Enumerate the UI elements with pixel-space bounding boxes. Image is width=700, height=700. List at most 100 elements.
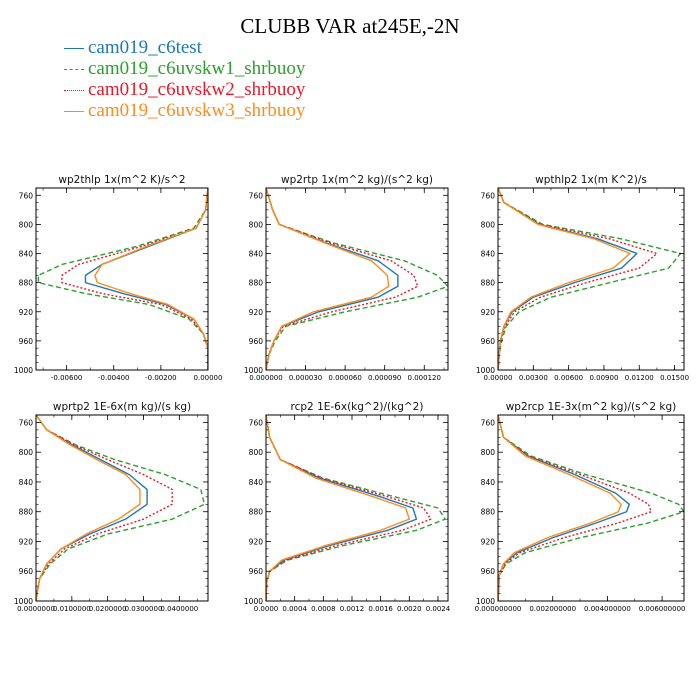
ytick-label: 920	[481, 308, 496, 317]
subplot-title: wp2thlp 1x(m^2 K)/s^2	[58, 174, 185, 186]
xtick-label: 0.000090	[368, 374, 401, 382]
plot-frame	[265, 187, 449, 371]
xtick-label: 0.0012	[340, 605, 365, 613]
xtick-label: 0.006000000	[639, 605, 686, 613]
plot-frame	[265, 414, 449, 602]
series-line	[498, 415, 622, 601]
ytick-label: 800	[249, 448, 264, 457]
series-group	[498, 415, 684, 601]
subplot-title: wp2rtp 1x(m^2 kg)/(s^2 kg)	[281, 174, 433, 186]
ytick-label: 760	[19, 191, 34, 200]
series-line	[266, 415, 411, 601]
legend-label: cam019_c6test	[88, 37, 202, 58]
subplot-title: wprtp2 1E-6x(m kg)/(s kg)	[53, 401, 191, 413]
legend-label: cam019_c6uvskw3_shrbuoy	[88, 100, 306, 121]
xtick-label: 0.000000	[249, 374, 282, 382]
legend-label: cam019_c6uvskw2_shrbuoy	[88, 79, 306, 100]
subplot: wpthlp2 1x(m K^2)/s 760 800 840 880 920 960 100…	[476, 174, 689, 382]
xtick-label: 0.01500	[660, 374, 689, 382]
subplot-title: wpthlp2 1x(m K^2)/s	[535, 174, 647, 186]
series-line	[498, 415, 684, 601]
xtick-label: 0.000120	[408, 374, 441, 382]
ytick-label: 800	[19, 220, 34, 229]
xtick-label: -0.00600	[51, 374, 82, 382]
ytick-label: 800	[481, 220, 496, 229]
series-line	[36, 415, 173, 601]
ytick-label: 920	[19, 537, 34, 546]
ytick-label: 1000	[476, 597, 495, 606]
xtick-label: 0.00600	[554, 374, 583, 382]
ytick-label: 800	[481, 448, 496, 457]
series-group	[266, 188, 448, 370]
xtick-label: 0.0024	[426, 605, 451, 613]
xtick-label: 0.002000000	[529, 605, 576, 613]
xtick-label: 0.00900	[589, 374, 618, 382]
plot-frame	[497, 414, 685, 602]
ytick-label: 880	[481, 508, 496, 517]
xtick-label: 0.00300	[519, 374, 548, 382]
ytick-label: 880	[249, 508, 264, 517]
ytick-label: 840	[19, 478, 34, 487]
ytick-label: 800	[249, 220, 264, 229]
xtick-label: 0.0100000	[53, 605, 91, 613]
ytick-label: 840	[19, 250, 34, 259]
chart-title: CLUBB VAR at245E,-2N	[240, 14, 460, 38]
ytick-label: 880	[481, 279, 496, 288]
ytick-label: 840	[249, 478, 264, 487]
ytick-label: 1000	[14, 597, 33, 606]
ytick-label: 920	[249, 537, 264, 546]
ytick-label: 960	[19, 567, 34, 576]
ytick-label: 840	[481, 478, 496, 487]
ytick-label: 1000	[244, 597, 263, 606]
ytick-label: 960	[481, 337, 496, 346]
ytick-label: 920	[249, 308, 264, 317]
xtick-label: 0.0000000	[17, 605, 55, 613]
xtick-label: 0.00000	[194, 374, 223, 382]
ytick-label: 1000	[14, 366, 33, 375]
ytick-label: 960	[249, 337, 264, 346]
series-line	[36, 415, 148, 601]
series-line	[498, 188, 631, 370]
legend-label: cam019_c6uvskw1_shrbuoy	[88, 58, 306, 79]
series-line	[266, 188, 419, 370]
ytick-label: 760	[249, 191, 264, 200]
ytick-label: 920	[481, 537, 496, 546]
ytick-label: 840	[249, 250, 264, 259]
ytick-label: 920	[19, 308, 34, 317]
subplot: rcp2 1E-6x(kg^2)/(kg^2) 760 800 840 880 920 96…	[244, 401, 451, 613]
series-line	[266, 188, 448, 370]
series-line	[498, 415, 652, 601]
plot-frame	[35, 187, 209, 371]
subplot: wp2rcp 1E-3x(m^2 kg)/(s^2 kg) 760 800 840 88…	[475, 401, 686, 613]
series-line	[498, 415, 630, 601]
subplot: wp2rtp 1x(m^2 kg)/(s^2 kg) 760 800 840 880 92…	[244, 174, 449, 382]
series-line	[266, 415, 432, 601]
plot-frame	[35, 414, 209, 602]
ytick-label: 1000	[244, 366, 263, 375]
xtick-label: 0.0016	[368, 605, 393, 613]
ytick-label: 880	[19, 279, 34, 288]
xtick-label: 0.00000	[484, 374, 513, 382]
series-line	[498, 188, 658, 370]
series-line	[94, 188, 208, 370]
xtick-label: -0.00400	[98, 374, 129, 382]
subplot: wp2thlp 1x(m^2 K)/s^2 760 800 840 880 920 960 1…	[14, 174, 223, 382]
xtick-label: 0.0000	[254, 605, 279, 613]
series-line	[266, 188, 390, 370]
xtick-label: 0.0300000	[125, 605, 163, 613]
xtick-label: 0.0020	[397, 605, 422, 613]
ytick-label: 760	[481, 191, 496, 200]
series-line	[498, 188, 638, 370]
series-line	[37, 188, 208, 370]
series-line	[84, 188, 208, 370]
ytick-label: 1000	[476, 366, 495, 375]
legend-swatch	[64, 111, 84, 112]
ytick-label: 960	[481, 567, 496, 576]
ytick-label: 760	[481, 418, 496, 427]
series-group	[498, 188, 682, 370]
series-line	[36, 415, 206, 601]
series-group	[266, 415, 446, 601]
subplot: wprtp2 1E-6x(m kg)/(s kg) 760 800 840 880 920…	[14, 401, 209, 613]
xtick-label: 0.004000000	[584, 605, 631, 613]
